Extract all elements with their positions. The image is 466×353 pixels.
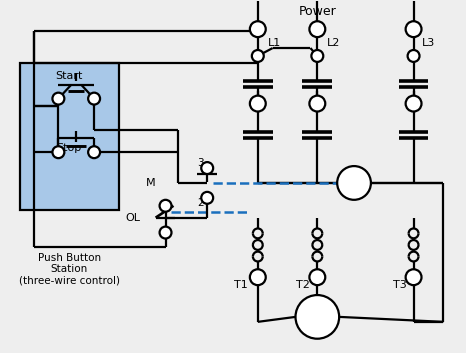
Circle shape	[201, 162, 213, 174]
Circle shape	[53, 93, 64, 104]
Text: 2: 2	[197, 198, 204, 208]
Text: Motor: Motor	[301, 312, 333, 322]
Text: 3: 3	[197, 158, 204, 168]
Circle shape	[405, 269, 422, 285]
Circle shape	[88, 146, 100, 158]
Circle shape	[252, 50, 264, 62]
Circle shape	[309, 21, 325, 37]
Text: Push Button
Station
(three-wire control): Push Button Station (three-wire control)	[19, 253, 120, 286]
FancyBboxPatch shape	[20, 63, 119, 210]
Text: T2: T2	[295, 280, 309, 290]
Text: T3: T3	[393, 280, 407, 290]
Circle shape	[405, 96, 422, 112]
Text: L3: L3	[422, 38, 435, 48]
Circle shape	[88, 93, 100, 104]
Circle shape	[309, 96, 325, 112]
Text: M: M	[348, 176, 360, 190]
Circle shape	[250, 21, 266, 37]
Text: L1: L1	[268, 38, 281, 48]
Circle shape	[337, 166, 371, 200]
Circle shape	[201, 192, 213, 204]
Circle shape	[250, 96, 266, 112]
Text: Stop: Stop	[57, 143, 82, 153]
Circle shape	[159, 200, 171, 212]
Circle shape	[408, 50, 419, 62]
Text: Power: Power	[298, 5, 336, 18]
Text: M: M	[146, 178, 156, 188]
Circle shape	[159, 227, 171, 239]
Circle shape	[309, 269, 325, 285]
Text: Start: Start	[55, 71, 83, 81]
Text: OL: OL	[126, 213, 141, 223]
Circle shape	[250, 269, 266, 285]
Circle shape	[311, 50, 323, 62]
Circle shape	[295, 295, 339, 339]
Text: T1: T1	[234, 280, 248, 290]
Circle shape	[405, 21, 422, 37]
Circle shape	[53, 146, 64, 158]
Text: L2: L2	[327, 38, 341, 48]
